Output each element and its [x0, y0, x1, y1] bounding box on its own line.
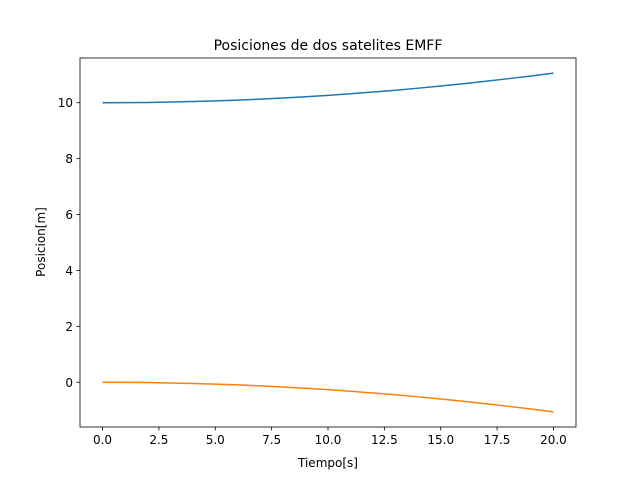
series-line-2 [102, 381, 554, 413]
series-layer [102, 72, 554, 413]
x-tick-label: 2.5 [149, 433, 168, 447]
x-tick-label: 12.5 [371, 433, 398, 447]
series-line-1 [102, 72, 554, 104]
y-axis-ticks: 0 2 4 6 8 10 [58, 96, 80, 390]
x-tick-label: 7.5 [262, 433, 281, 447]
x-tick-label: 5.0 [206, 433, 225, 447]
x-axis-label: Tiempo[s] [297, 456, 358, 470]
y-tick-label: 2 [65, 320, 73, 334]
chart-title: Posiciones de dos satelites EMFF [214, 38, 443, 54]
y-tick-label: 4 [65, 264, 73, 278]
y-tick-label: 6 [65, 208, 73, 222]
x-tick-label: 10.0 [315, 433, 342, 447]
x-tick-label: 0.0 [93, 433, 112, 447]
y-tick-label: 0 [65, 376, 73, 390]
y-tick-label: 10 [58, 96, 73, 110]
x-tick-label: 20.0 [540, 433, 567, 447]
y-tick-label: 8 [65, 152, 73, 166]
plot-frame [79, 57, 577, 428]
y-axis-label: Posicion[m] [34, 207, 48, 277]
x-axis-ticks: 0.0 2.5 5.0 7.5 10.0 12.5 15.0 17.5 20.0 [93, 427, 567, 447]
x-tick-label: 17.5 [484, 433, 511, 447]
x-tick-label: 15.0 [427, 433, 454, 447]
